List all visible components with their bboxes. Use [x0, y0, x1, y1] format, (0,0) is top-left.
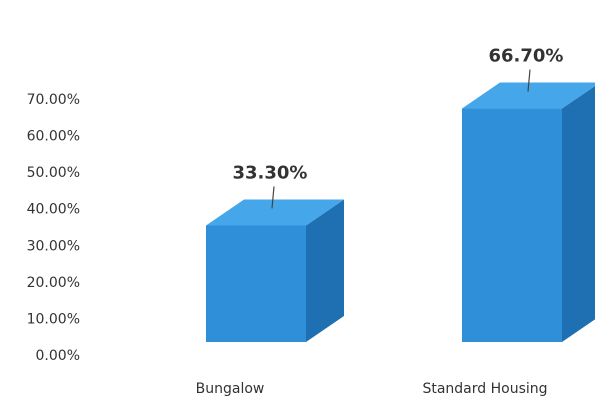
y-tick-label: 30.00%	[27, 238, 80, 254]
bar-side	[562, 85, 595, 342]
bar-front	[462, 108, 562, 342]
y-tick-label: 40.00%	[27, 202, 80, 218]
y-tick-label: 20.00%	[27, 275, 80, 291]
data-labels: 33.30% 66.70%	[233, 46, 564, 209]
bar	[462, 82, 595, 342]
category-label: Bungalow	[196, 381, 265, 397]
y-axis-ticks: 0.00% 10.00% 20.00% 30.00% 40.00% 50.00% 60.00…	[27, 92, 80, 364]
leader-line	[527, 69, 531, 92]
y-tick-label: 0.00%	[36, 348, 80, 364]
category-labels: Bungalow Standard Housing	[196, 381, 548, 397]
bar	[206, 199, 344, 342]
y-tick-label: 60.00%	[27, 129, 80, 145]
bar-side	[306, 199, 344, 342]
bar-front	[206, 225, 306, 342]
y-tick-label: 70.00%	[27, 92, 80, 108]
bar-top	[206, 199, 344, 226]
bar-top	[462, 82, 595, 109]
category-label: Standard Housing	[422, 381, 547, 397]
bars	[206, 82, 595, 342]
y-tick-label: 10.00%	[27, 311, 80, 327]
data-label: 33.30%	[233, 162, 308, 183]
y-tick-label: 50.00%	[27, 165, 80, 181]
data-label: 66.70%	[489, 46, 564, 67]
leader-line	[271, 186, 275, 209]
